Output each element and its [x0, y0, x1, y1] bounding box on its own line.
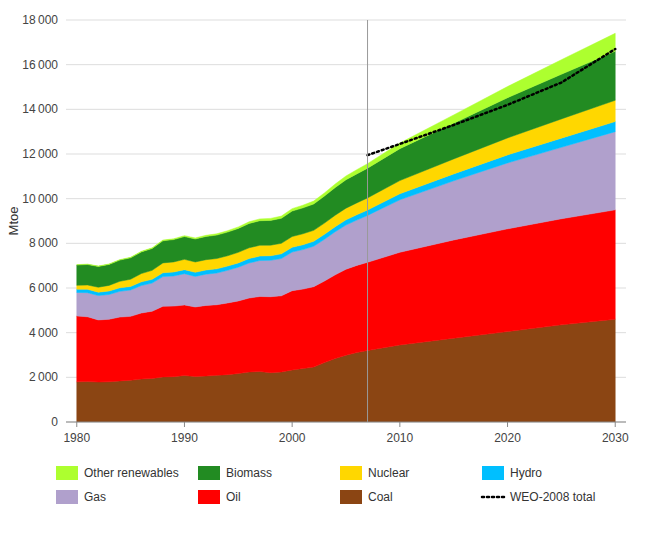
y-tick-label: 16 000 — [22, 58, 58, 72]
y-tick-label: 6 000 — [29, 281, 58, 295]
area — [77, 33, 615, 266]
y-tick-label: 4 000 — [29, 326, 58, 340]
legend-label: Coal — [368, 490, 393, 504]
legend-swatch — [198, 490, 220, 504]
y-tick-label: 14 000 — [22, 102, 58, 116]
x-tick — [507, 422, 508, 427]
legend-label: Oil — [226, 490, 241, 504]
x-tick — [292, 422, 293, 427]
legend-label: Other renewables — [84, 466, 179, 480]
area — [77, 51, 615, 287]
plot-area — [77, 20, 615, 422]
grid-line — [66, 20, 626, 21]
legend-swatch — [340, 466, 362, 480]
reference-line — [367, 20, 368, 422]
legend-swatch — [56, 466, 78, 480]
x-axis-line — [66, 422, 626, 423]
y-tick-label: 12 000 — [22, 147, 58, 161]
y-axis-label: Mtoe — [6, 207, 21, 236]
x-tick — [184, 422, 185, 427]
y-tick-label: 18 000 — [22, 13, 58, 27]
x-tick — [399, 422, 400, 427]
y-tick-label: 8 000 — [29, 236, 58, 250]
legend-label: Biomass — [226, 466, 272, 480]
grid-line — [66, 64, 626, 65]
x-tick-label: 2010 — [386, 431, 413, 445]
legend-label: WEO-2008 total — [510, 490, 595, 504]
y-tick-label: 10 000 — [22, 192, 58, 206]
y-tick-label: 0 — [51, 415, 58, 429]
legend-label: Nuclear — [368, 466, 409, 480]
legend-label: Gas — [84, 490, 106, 504]
line — [368, 49, 616, 155]
legend-swatch — [482, 496, 504, 499]
y-tick-label: 2 000 — [29, 370, 58, 384]
legend-swatch — [56, 490, 78, 504]
x-tick-label: 2030 — [602, 431, 629, 445]
legend-swatch — [340, 490, 362, 504]
grid-line — [66, 422, 626, 423]
x-tick — [76, 422, 77, 427]
legend-swatch — [198, 466, 220, 480]
x-tick-label: 1980 — [63, 431, 90, 445]
legend-swatch — [482, 466, 504, 480]
legend-label: Hydro — [510, 466, 542, 480]
area — [77, 132, 615, 320]
grid — [66, 20, 626, 422]
x-tick — [615, 422, 616, 427]
x-tick-label: 2000 — [279, 431, 306, 445]
x-tick-label: 1990 — [171, 431, 198, 445]
chart: 0 2 000 4 000 6 000 8 000 10 000 12 000 14 000 1… — [0, 0, 650, 552]
x-tick-label: 2020 — [494, 431, 521, 445]
legend: Other renewables Biomass Nuclear Hydro Gas Oi… — [56, 466, 595, 504]
